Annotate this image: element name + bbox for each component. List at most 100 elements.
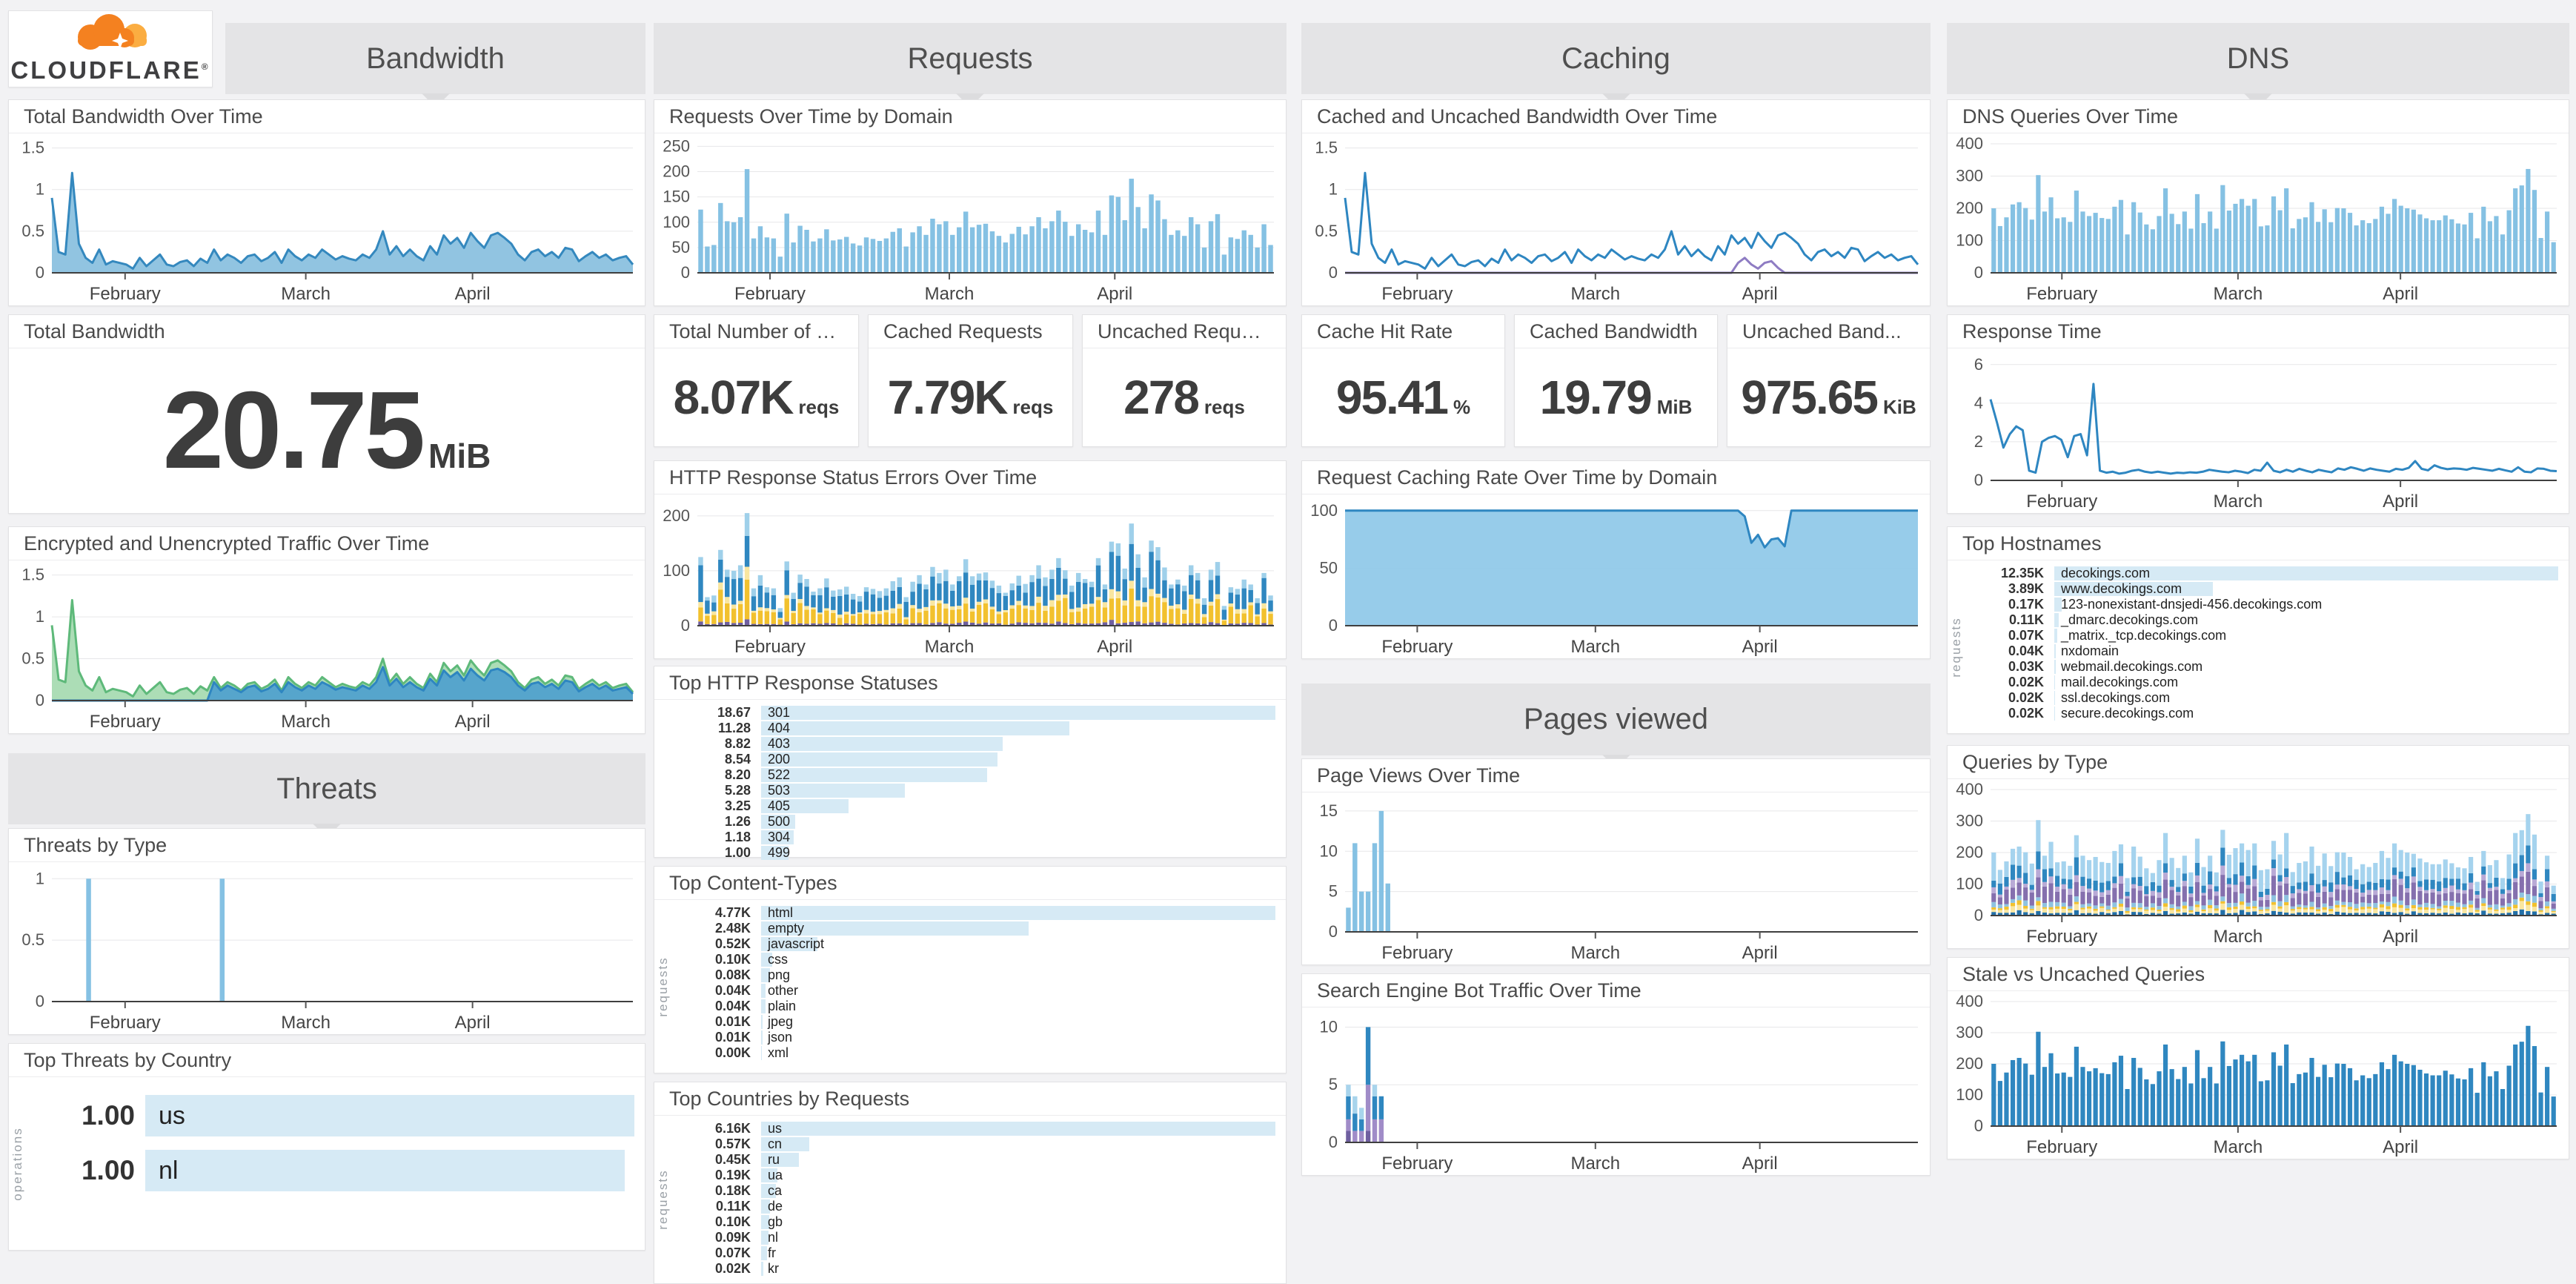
page-views-chart[interactable]: 0 5 10 15 February March April bbox=[1302, 792, 1930, 964]
panel-bot-traffic: Search Engine Bot Traffic Over Time 0 5 10… bbox=[1301, 973, 1931, 1176]
svg-text:0.5: 0.5 bbox=[1315, 222, 1338, 240]
panel-top-http-statuses: Top HTTP Response Statuses 18.67 301 11.28… bbox=[654, 666, 1287, 860]
svg-text:50: 50 bbox=[1320, 558, 1338, 577]
svg-text:0: 0 bbox=[36, 263, 44, 282]
svg-text:100: 100 bbox=[1956, 875, 1983, 893]
threats-by-type-chart[interactable]: 0 0.5 1 February March April bbox=[9, 862, 645, 1034]
request-caching-rate-chart[interactable]: 0 50 100 February March April bbox=[1302, 494, 1930, 658]
svg-text:1: 1 bbox=[36, 869, 44, 887]
panel-title: Cached Bandwidth bbox=[1515, 315, 1717, 348]
list-item: 11.28 404 bbox=[677, 721, 1275, 735]
stat-value: 278 bbox=[1123, 371, 1200, 424]
svg-text:50: 50 bbox=[672, 238, 690, 257]
panel-title: Request Caching Rate Over Time by Domain bbox=[1302, 461, 1930, 494]
svg-text:March: March bbox=[281, 1013, 331, 1033]
panel-title: Uncached Band... bbox=[1727, 315, 1930, 348]
svg-text:100: 100 bbox=[1956, 1085, 1983, 1104]
stale-uncached-queries-chart[interactable]: 0 100 200 300 400 February March April bbox=[1948, 991, 2569, 1159]
uncached-requests-stat: 278 reqs bbox=[1083, 348, 1286, 446]
svg-text:February: February bbox=[90, 712, 161, 732]
svg-text:February: February bbox=[734, 637, 806, 657]
total-bandwidth-over-time-chart[interactable]: 0 0.5 1 1.5 February March April bbox=[9, 133, 645, 305]
section-header-bandwidth: Bandwidth bbox=[225, 23, 645, 94]
svg-text:0.5: 0.5 bbox=[21, 222, 44, 240]
bot-traffic-chart[interactable]: 0 5 10 February March April bbox=[1302, 1007, 1930, 1175]
panel-title: Total Number of Re... bbox=[654, 315, 858, 348]
panel-cache-hit-rate: Cache Hit Rate 95.41% bbox=[1301, 314, 1505, 447]
panel-title: Cached and Uncached Bandwidth Over Time bbox=[1302, 100, 1930, 133]
cloudflare-cloud-icon bbox=[78, 14, 147, 50]
panel-top-countries: Top Countries by Requests requests 6.16K u… bbox=[654, 1082, 1287, 1284]
dns-queries-chart[interactable]: 0 100 200 300 400 February March April bbox=[1948, 133, 2569, 305]
list-item: 0.02K kr bbox=[714, 1261, 779, 1276]
svg-text:February: February bbox=[2026, 284, 2097, 304]
panel-title: HTTP Response Status Errors Over Time bbox=[654, 461, 1286, 494]
list-item: 0.01K json bbox=[714, 1030, 793, 1045]
stat-unit: reqs bbox=[1012, 396, 1054, 418]
queries-by-type-chart[interactable]: 0 100 200 300 400 February March April bbox=[1948, 779, 2569, 948]
panel-cached-requests: Cached Requests 7.79K reqs bbox=[868, 314, 1073, 447]
svg-text:1: 1 bbox=[36, 607, 44, 626]
stat-value: 20.75 bbox=[162, 369, 425, 492]
http-errors-chart[interactable]: 0 100 200 February March April bbox=[654, 494, 1286, 658]
panel-uncached-bandwidth: Uncached Band... 975.65 KiB bbox=[1727, 314, 1931, 447]
panel-title: Top Threats by Country bbox=[9, 1044, 645, 1077]
svg-text:February: February bbox=[2026, 1137, 2097, 1157]
stat-value: 19.79 bbox=[1539, 371, 1653, 424]
response-time-chart[interactable]: 0 2 4 6 February March April bbox=[1948, 348, 2569, 513]
list-item: 0.52K javascript bbox=[714, 936, 825, 951]
svg-text:200: 200 bbox=[1956, 199, 1983, 217]
svg-text:0: 0 bbox=[36, 691, 44, 709]
list-item: 0.18K ca bbox=[714, 1183, 783, 1198]
y-axis-label: requests bbox=[1949, 616, 1963, 678]
svg-text:March: March bbox=[2214, 927, 2263, 947]
svg-text:400: 400 bbox=[1956, 992, 1983, 1010]
panel-total-requests: Total Number of Re... 8.07K reqs bbox=[654, 314, 859, 447]
cached-uncached-bandwidth-chart[interactable]: 0 0.5 1 1.5 February March April bbox=[1302, 133, 1930, 305]
list-item: 0.10K gb bbox=[714, 1214, 783, 1229]
list-item: 0.02K mail.decokings.com bbox=[2008, 675, 2179, 689]
svg-text:April: April bbox=[2383, 284, 2418, 304]
requests-over-time-chart[interactable]: 0 50 100 150 200 250 February March April bbox=[654, 133, 1286, 305]
svg-text:15: 15 bbox=[1320, 801, 1338, 820]
svg-text:0: 0 bbox=[36, 992, 44, 1010]
svg-text:300: 300 bbox=[1956, 812, 1983, 830]
svg-text:200: 200 bbox=[663, 162, 690, 181]
list-item: 1.00 us bbox=[31, 1095, 634, 1136]
section-title: Bandwidth bbox=[366, 42, 505, 75]
cached-bandwidth-stat: 19.79 MiB bbox=[1515, 348, 1717, 446]
stat-value: 975.65 bbox=[1741, 371, 1879, 424]
panel-dns-queries: DNS Queries Over Time 0 100 200 300 400 Febru… bbox=[1947, 99, 2569, 306]
list-item: 0.07K _matrix._tcp.decokings.com bbox=[2008, 628, 2227, 643]
svg-text:10: 10 bbox=[1320, 1017, 1338, 1036]
svg-text:February: February bbox=[2026, 927, 2097, 947]
svg-text:March: March bbox=[1570, 1154, 1620, 1174]
panel-title: Cached Requests bbox=[869, 315, 1072, 348]
list-item: 0.45K ru bbox=[677, 1152, 1275, 1167]
svg-text:1: 1 bbox=[36, 180, 44, 199]
svg-text:April: April bbox=[455, 1013, 491, 1033]
panel-http-errors: HTTP Response Status Errors Over Time 0 1… bbox=[654, 460, 1287, 659]
cloudflare-logo[interactable]: CLOUDFLARE® bbox=[8, 10, 213, 87]
svg-text:March: March bbox=[281, 712, 331, 732]
list-item: 0.00K xml bbox=[714, 1045, 789, 1060]
top-content-types-list: requests 4.77K html 2.48K empty 0.52K javascri… bbox=[654, 900, 1286, 1073]
svg-text:2: 2 bbox=[1974, 432, 1983, 451]
svg-text:March: March bbox=[925, 284, 975, 304]
panel-requests-over-time: Requests Over Time by Domain 0 50 100 150 20… bbox=[654, 99, 1287, 306]
stat-value: 8.07K bbox=[673, 371, 794, 424]
section-header-pages-viewed: Pages viewed bbox=[1301, 684, 1931, 755]
panel-title: Total Bandwidth Over Time bbox=[9, 100, 645, 133]
section-title: Threats bbox=[276, 772, 377, 805]
svg-text:April: April bbox=[1742, 284, 1778, 304]
svg-text:0: 0 bbox=[1329, 616, 1338, 635]
encrypted-traffic-chart[interactable]: 0 0.5 1 1.5 February March April bbox=[9, 560, 645, 733]
list-item: 0.02K ssl.decokings.com bbox=[2008, 690, 2171, 705]
panel-cached-uncached-bandwidth: Cached and Uncached Bandwidth Over Time … bbox=[1301, 99, 1931, 306]
cache-hit-rate-stat: 95.41% bbox=[1302, 348, 1504, 446]
svg-text:April: April bbox=[1097, 637, 1132, 657]
stat-value: 7.79K bbox=[887, 371, 1009, 424]
list-item: 0.01K jpeg bbox=[714, 1014, 794, 1029]
top-threats-by-country-list: operations 1.00 us 1.00 nl bbox=[9, 1077, 645, 1250]
